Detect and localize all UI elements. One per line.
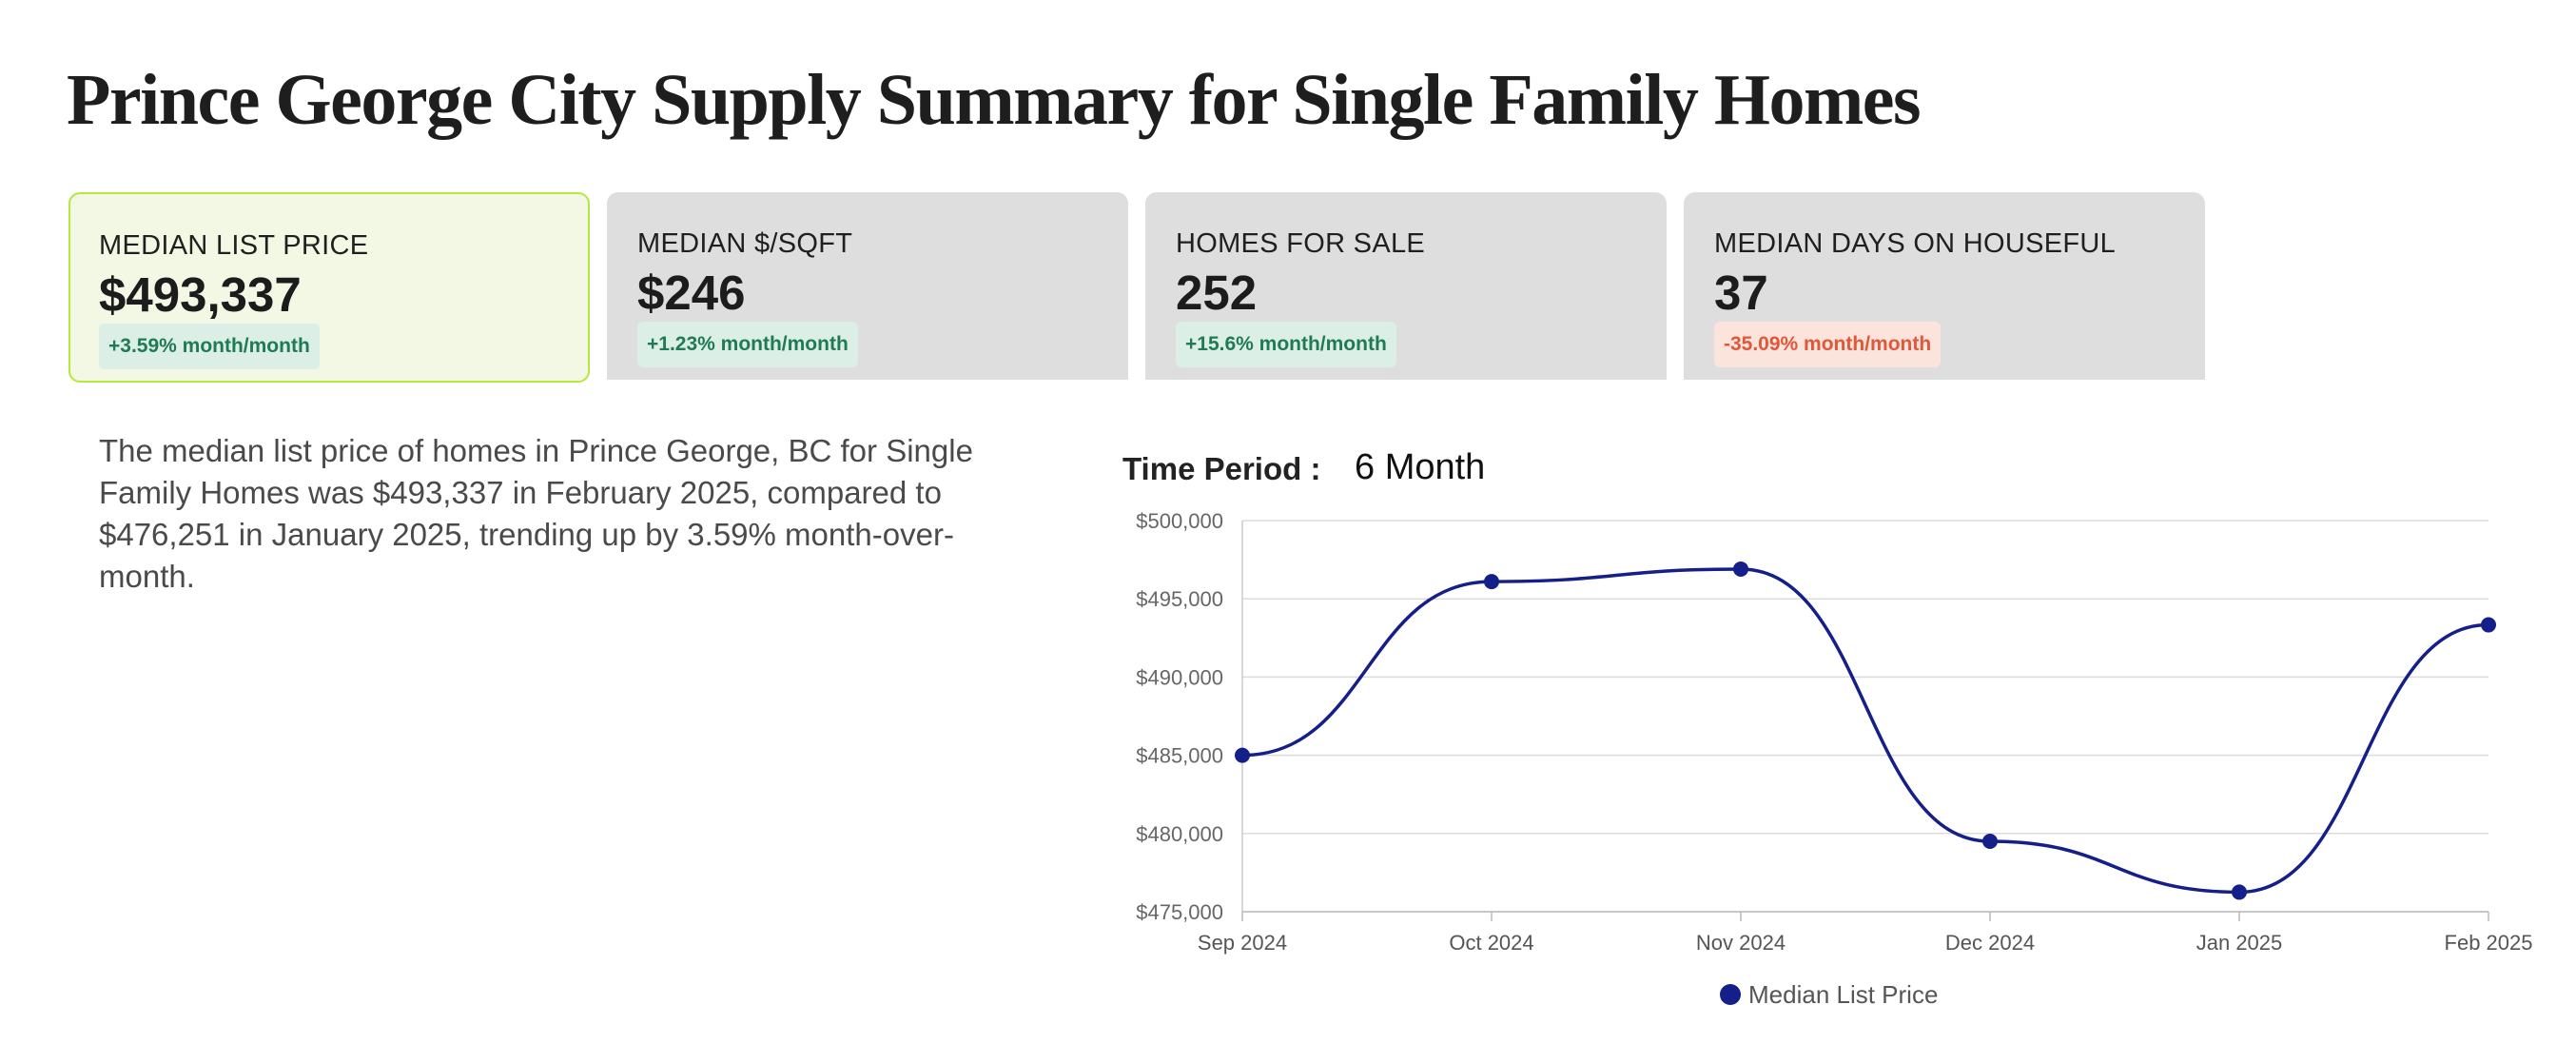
y-tick-label: $500,000 xyxy=(1136,509,1223,533)
change-badge: -35.09% month/month xyxy=(1714,322,1942,367)
card-label: MEDIAN $/SQFT xyxy=(637,228,853,259)
series-line xyxy=(1241,567,2489,895)
card-value: 252 xyxy=(1176,266,1258,320)
x-tick-label: Jan 2025 xyxy=(2196,931,2283,955)
summary-text: The median list price of homes in Prince… xyxy=(99,433,973,594)
x-tick-label: Oct 2024 xyxy=(1449,931,1533,955)
x-tick-label: Dec 2024 xyxy=(1945,931,2035,955)
y-tick-label: $480,000 xyxy=(1136,822,1223,846)
card-label: MEDIAN DAYS ON HOUSEFUL xyxy=(1714,228,2117,259)
legend-label: Median List Price xyxy=(1748,979,1939,1009)
page-title: Prince George City Supply Summary for Si… xyxy=(67,60,1922,140)
y-tick-label: $490,000 xyxy=(1136,665,1223,689)
card-value: $246 xyxy=(637,266,746,320)
data-point xyxy=(1235,747,1250,763)
chart-legend[interactable]: Median List Price xyxy=(1720,978,1938,1011)
time-period-selector[interactable]: 6 Month xyxy=(1355,447,1486,487)
x-tick-label: Feb 2025 xyxy=(2445,931,2533,955)
data-point xyxy=(1733,561,1748,577)
data-point xyxy=(1484,574,1499,590)
card-value: 37 xyxy=(1714,266,1768,320)
change-badge: +3.59% month/month xyxy=(99,324,320,369)
change-badge: +1.23% month/month xyxy=(637,322,858,367)
card-homes-for-sale[interactable]: HOMES FOR SALE 252 +15.6% month/month xyxy=(1145,192,1667,380)
time-period-label: Time Period : xyxy=(1122,451,1321,486)
card-value: $493,337 xyxy=(99,267,302,322)
y-tick-label: $485,000 xyxy=(1136,744,1223,768)
card-label: HOMES FOR SALE xyxy=(1176,228,1426,259)
legend-marker xyxy=(1720,984,1741,1005)
data-point xyxy=(2232,884,2247,900)
data-point xyxy=(2481,617,2496,633)
y-tick-label: $495,000 xyxy=(1136,587,1223,611)
card-label: MEDIAN LIST PRICE xyxy=(99,230,369,261)
card-median-price-per-sqft[interactable]: MEDIAN $/SQFT $246 +1.23% month/month xyxy=(607,192,1128,380)
card-median-list-price[interactable]: MEDIAN LIST PRICE $493,337 +3.59% month/… xyxy=(68,192,590,383)
y-tick-label: $475,000 xyxy=(1136,900,1223,924)
card-median-days-on-houseful[interactable]: MEDIAN DAYS ON HOUSEFUL 37 -35.09% month… xyxy=(1684,192,2205,380)
data-point xyxy=(1982,834,1998,850)
x-tick-label: Sep 2024 xyxy=(1198,931,1287,955)
x-tick-label: Nov 2024 xyxy=(1696,931,1786,955)
change-badge: +15.6% month/month xyxy=(1176,322,1396,367)
